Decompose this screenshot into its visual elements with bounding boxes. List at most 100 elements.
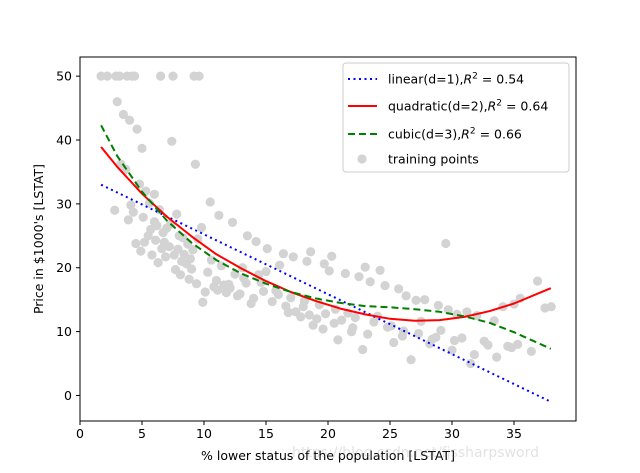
training-point (457, 333, 467, 343)
training-point (411, 295, 421, 305)
training-point (194, 71, 204, 81)
training-point (125, 115, 135, 125)
training-point (546, 302, 556, 312)
training-point (375, 265, 385, 275)
training-point (513, 339, 523, 349)
training-point (433, 300, 443, 311)
training-point (132, 124, 142, 134)
training-point (157, 243, 167, 254)
training-point (193, 234, 203, 244)
training-point (443, 305, 453, 315)
training-point (275, 260, 285, 270)
training-point (131, 238, 141, 249)
fit-lines (100, 124, 552, 403)
training-point (441, 238, 451, 249)
training-point (425, 339, 435, 349)
training-point (178, 233, 188, 243)
training-point (158, 228, 168, 238)
y-tick-label: 50 (56, 69, 72, 84)
training-point (123, 215, 133, 225)
fit-line-solid (100, 146, 552, 322)
y-tick-label: 20 (56, 260, 72, 275)
y-tick-label: 30 (56, 196, 72, 211)
training-point (190, 159, 200, 169)
training-point (369, 317, 379, 327)
training-point (358, 344, 368, 355)
training-point (327, 251, 337, 261)
training-point (196, 222, 207, 233)
training-point (137, 143, 147, 153)
training-point (216, 261, 226, 271)
training-point (304, 310, 314, 320)
y-tick-label: 10 (56, 324, 72, 339)
training-point (436, 325, 446, 335)
training-point (354, 272, 364, 282)
y-tick-label: 40 (56, 133, 72, 148)
legend-label: linear(d=1),R2 = 0.54 (388, 72, 524, 87)
training-point (394, 284, 404, 294)
training-point (128, 207, 138, 217)
x-tick-label: 20 (320, 426, 336, 441)
training-point (172, 209, 182, 219)
training-point (160, 252, 171, 262)
training-point (462, 307, 472, 317)
training-point (102, 71, 112, 81)
training-point (205, 197, 215, 207)
legend-label: quadratic(d=2),R2 = 0.64 (388, 99, 548, 114)
training-point (149, 189, 159, 199)
scatter-points (96, 71, 556, 369)
training-point (532, 276, 543, 286)
training-point (319, 259, 329, 269)
y-tick-label: 0 (64, 388, 72, 403)
training-point (278, 249, 288, 259)
training-point (110, 205, 120, 215)
training-point (147, 250, 157, 260)
training-point (333, 335, 343, 345)
training-point (267, 296, 277, 307)
training-point (401, 291, 411, 301)
training-point (251, 236, 261, 247)
training-point (191, 279, 202, 289)
legend-box (342, 62, 570, 173)
training-point (340, 268, 350, 279)
training-point (469, 349, 479, 360)
training-point (198, 297, 208, 307)
training-point (348, 323, 358, 333)
fit-line-dashed (100, 124, 552, 350)
training-point (258, 286, 269, 296)
training-point (175, 270, 186, 280)
training-point (225, 283, 235, 293)
training-point (169, 250, 179, 260)
training-point (126, 200, 136, 210)
training-point (156, 71, 166, 81)
training-point (261, 266, 271, 277)
training-point (112, 97, 122, 107)
training-point (168, 71, 178, 81)
y-axis-label: Price in $1000's [LSTAT] (31, 164, 46, 314)
axis-ticks: 0 5 10 15 20 25 30 35 0 10 20 30 40 50 (56, 69, 522, 441)
training-point (211, 275, 221, 286)
training-point (363, 329, 373, 339)
x-tick-label: 15 (258, 426, 274, 441)
fit-line-dotted (100, 183, 552, 403)
legend: linear(d=1),R2 = 0.54 quadratic(d=2),R2 =… (342, 62, 570, 173)
training-point (413, 328, 424, 339)
training-point (286, 293, 296, 303)
training-point (115, 71, 125, 81)
training-point (214, 210, 224, 220)
training-point (324, 266, 334, 276)
training-point (449, 335, 460, 346)
training-point (350, 312, 360, 323)
training-point (320, 309, 331, 319)
training-point (365, 277, 375, 287)
training-point (302, 256, 312, 266)
training-point (129, 71, 140, 81)
x-axis-label: % lower status of the population [LSTAT] (201, 448, 455, 463)
training-point (235, 289, 245, 299)
training-point (483, 340, 493, 350)
training-point (151, 235, 161, 245)
training-point (389, 337, 399, 348)
training-point (136, 246, 146, 256)
training-point (146, 224, 156, 235)
